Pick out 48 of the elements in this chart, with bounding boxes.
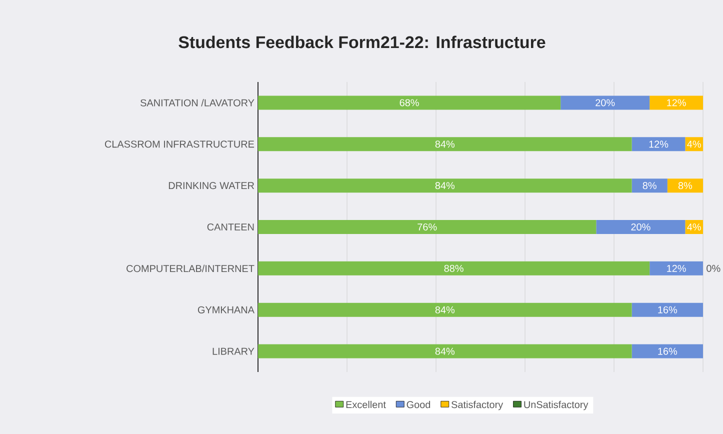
data-label: 12% xyxy=(649,140,668,148)
y-tick-label: CANTEEN xyxy=(207,223,254,231)
data-label: 84% xyxy=(435,182,455,190)
y-tick-label: GYMKHANA xyxy=(198,306,254,314)
legend-label: Good xyxy=(406,400,430,408)
data-label: 20% xyxy=(631,223,650,231)
bar xyxy=(258,220,596,234)
data-label: 8% xyxy=(642,182,656,190)
y-tick-label: LIBRARY xyxy=(212,348,254,355)
data-label: 88% xyxy=(444,264,464,272)
data-label: 12% xyxy=(667,264,686,272)
y-tick-label: CLASSROM INFRASTRUCTURE xyxy=(104,140,254,148)
data-label: 16% xyxy=(658,306,678,314)
data-label: 84% xyxy=(435,306,455,314)
bar xyxy=(258,344,632,358)
bar xyxy=(685,137,704,152)
bar xyxy=(258,96,561,110)
legend-label: UnSatisfactory xyxy=(524,400,588,410)
data-label: 68% xyxy=(400,99,419,106)
legend-label: Satisfactory xyxy=(452,400,504,410)
bar xyxy=(667,178,704,193)
bar xyxy=(258,137,632,152)
bar xyxy=(596,220,686,234)
data-label: 0% xyxy=(706,264,720,272)
data-label: 8% xyxy=(678,182,692,190)
bar xyxy=(632,137,686,152)
chart-title: Students Feedback Form21-22: Infrastructure xyxy=(178,36,546,48)
data-label: 12% xyxy=(667,99,686,106)
data-label: 4% xyxy=(687,140,701,148)
data-label: 20% xyxy=(596,99,615,106)
data-label: 84% xyxy=(435,348,455,355)
legend-label: Excellent xyxy=(346,400,386,408)
bar xyxy=(560,96,650,110)
bar xyxy=(650,261,704,276)
y-tick-label: SANITATION /LAVATORY xyxy=(140,99,254,106)
bar xyxy=(258,178,632,193)
bar xyxy=(632,178,668,193)
data-label: 4% xyxy=(687,224,701,230)
bar xyxy=(632,302,704,317)
bar xyxy=(632,344,704,358)
bar xyxy=(258,302,632,317)
data-label: 16% xyxy=(658,348,678,355)
data-label: 76% xyxy=(418,223,437,231)
y-tick-label: DRINKING WATER xyxy=(168,182,254,190)
bar xyxy=(650,96,704,110)
y-tick-label: COMPUTERLAB/INTERNET xyxy=(126,264,254,272)
data-label: 84% xyxy=(435,140,455,148)
bar xyxy=(258,261,650,276)
